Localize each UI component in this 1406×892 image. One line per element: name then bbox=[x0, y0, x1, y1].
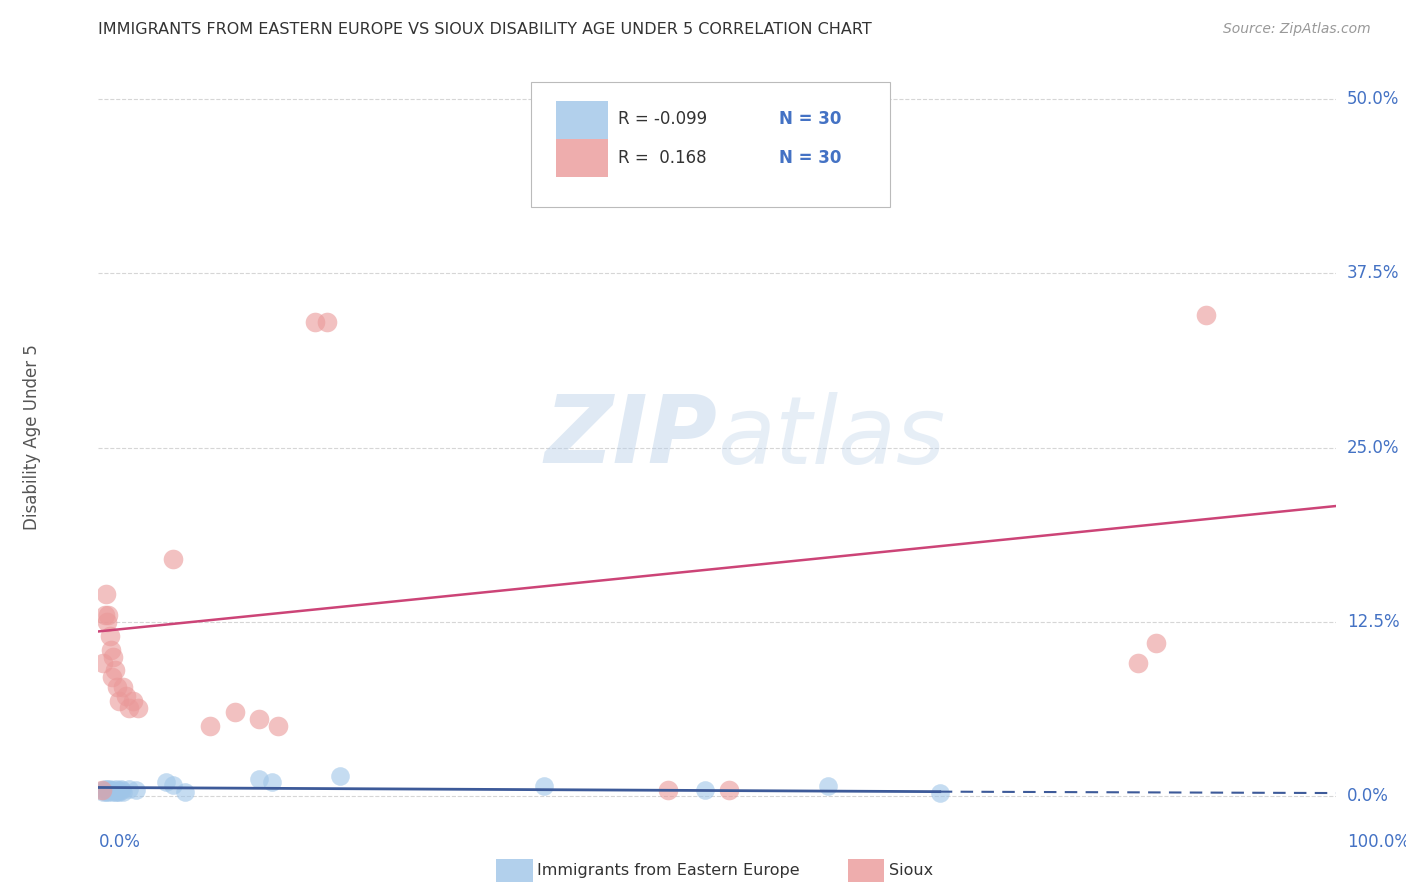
Point bbox=[108, 694, 131, 708]
Point bbox=[124, 783, 146, 797]
Point bbox=[1126, 657, 1149, 671]
Point bbox=[122, 694, 145, 708]
Point bbox=[93, 781, 115, 796]
Point bbox=[105, 680, 128, 694]
Point bbox=[329, 769, 352, 783]
Point bbox=[93, 785, 115, 799]
Point bbox=[118, 781, 141, 796]
Point bbox=[93, 657, 115, 671]
Text: Source: ZipAtlas.com: Source: ZipAtlas.com bbox=[1223, 22, 1371, 37]
Point bbox=[533, 779, 555, 793]
Point bbox=[693, 783, 716, 797]
Point bbox=[260, 775, 283, 789]
Point bbox=[104, 781, 127, 796]
Point bbox=[817, 779, 839, 793]
Text: 12.5%: 12.5% bbox=[1347, 613, 1399, 631]
Point bbox=[93, 607, 115, 622]
Text: R = -0.099: R = -0.099 bbox=[619, 110, 707, 128]
Point bbox=[98, 781, 121, 796]
Point bbox=[198, 719, 221, 733]
Point bbox=[97, 785, 120, 799]
Point bbox=[657, 783, 679, 797]
Point bbox=[928, 786, 950, 800]
Text: 0.0%: 0.0% bbox=[98, 833, 141, 851]
Point bbox=[112, 680, 135, 694]
Point bbox=[100, 642, 122, 657]
Text: Disability Age Under 5: Disability Age Under 5 bbox=[22, 344, 41, 530]
Point bbox=[97, 607, 120, 622]
Point bbox=[718, 783, 741, 797]
Point bbox=[98, 629, 121, 643]
Point bbox=[101, 670, 124, 684]
Point bbox=[162, 778, 184, 792]
Point bbox=[118, 701, 141, 715]
Point bbox=[247, 712, 270, 726]
FancyBboxPatch shape bbox=[557, 139, 609, 178]
Point bbox=[94, 785, 117, 799]
Text: 100.0%: 100.0% bbox=[1347, 833, 1406, 851]
Point bbox=[1195, 308, 1218, 322]
Point bbox=[108, 785, 131, 799]
Point bbox=[267, 719, 290, 733]
Text: IMMIGRANTS FROM EASTERN EUROPE VS SIOUX DISABILITY AGE UNDER 5 CORRELATION CHART: IMMIGRANTS FROM EASTERN EUROPE VS SIOUX … bbox=[98, 22, 872, 37]
Text: ZIP: ZIP bbox=[544, 391, 717, 483]
Text: 50.0%: 50.0% bbox=[1347, 90, 1399, 108]
Point bbox=[110, 781, 132, 796]
Text: 37.5%: 37.5% bbox=[1347, 264, 1399, 283]
Point bbox=[107, 783, 129, 797]
Point bbox=[224, 705, 246, 719]
Point bbox=[91, 783, 114, 797]
Point bbox=[155, 775, 177, 789]
Point bbox=[100, 783, 122, 797]
Text: R =  0.168: R = 0.168 bbox=[619, 149, 707, 167]
Point bbox=[103, 783, 125, 797]
Point bbox=[316, 315, 339, 329]
Point bbox=[1144, 635, 1167, 649]
Text: 0.0%: 0.0% bbox=[1347, 787, 1389, 805]
Text: N = 30: N = 30 bbox=[779, 110, 841, 128]
Point bbox=[91, 783, 114, 797]
Point bbox=[162, 552, 184, 566]
Point bbox=[101, 785, 124, 799]
Text: Sioux: Sioux bbox=[889, 863, 932, 878]
Point bbox=[112, 785, 135, 799]
Point bbox=[103, 664, 125, 678]
Text: N = 30: N = 30 bbox=[779, 149, 841, 167]
Point bbox=[105, 785, 128, 799]
Text: 25.0%: 25.0% bbox=[1347, 439, 1399, 457]
Point bbox=[103, 649, 125, 664]
Point bbox=[111, 783, 134, 797]
Point bbox=[114, 689, 136, 703]
Point bbox=[304, 315, 326, 329]
Text: Immigrants from Eastern Europe: Immigrants from Eastern Europe bbox=[537, 863, 800, 878]
Point bbox=[94, 587, 117, 601]
Point bbox=[96, 615, 118, 629]
Point bbox=[96, 781, 118, 796]
Text: atlas: atlas bbox=[717, 392, 945, 483]
Point bbox=[174, 785, 197, 799]
FancyBboxPatch shape bbox=[531, 82, 890, 207]
FancyBboxPatch shape bbox=[557, 101, 609, 138]
Point bbox=[103, 785, 125, 799]
Point bbox=[247, 772, 270, 786]
Point bbox=[127, 701, 149, 715]
